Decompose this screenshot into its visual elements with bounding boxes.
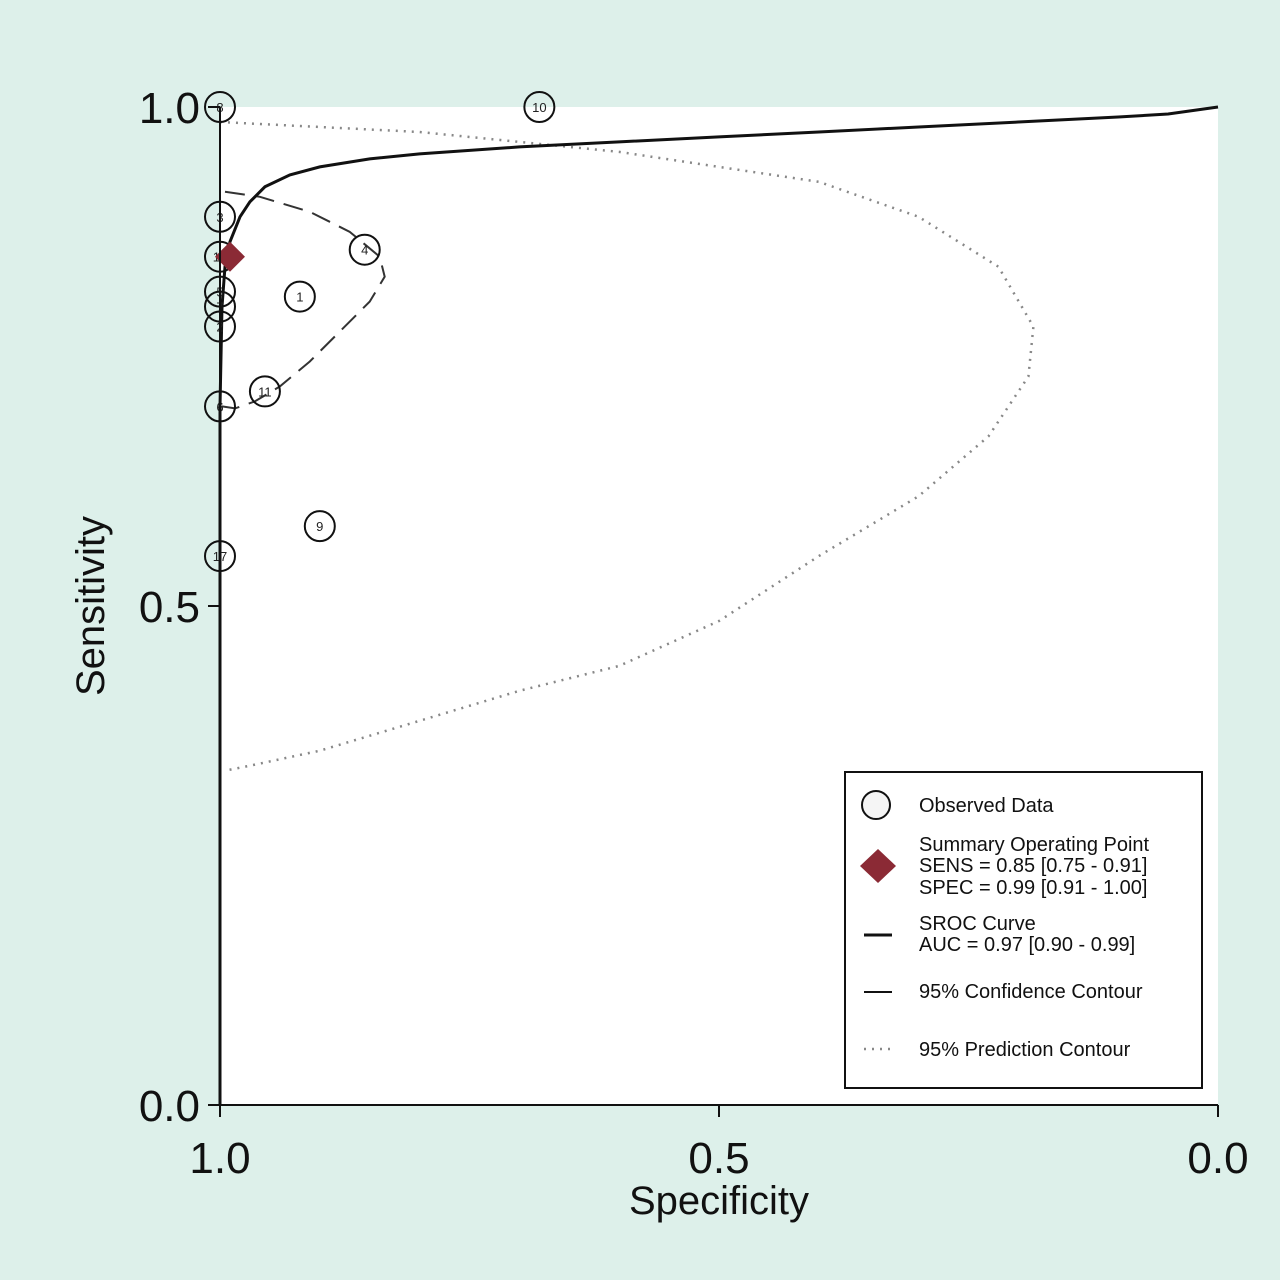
legend-sroc-title: SROC Curve [919,913,1036,935]
x-axis-label: Specificity [629,1179,809,1223]
observed-point-label-11: 11 [258,384,272,399]
observed-point-11 [248,375,281,408]
x-tick-label-0: 1.0 [189,1134,250,1183]
legend-sroc-auc: AUC = 0.97 [0.90 - 0.99] [919,934,1135,956]
legend-summary-marker [860,849,896,883]
axes: 0.0 0.5 1.0 1.0 0.5 0.0 [139,84,1249,1183]
observed-point-4 [348,233,381,266]
observed-point-9 [303,510,336,543]
legend-confidence-text: 95% Confidence Contour [919,981,1143,1003]
x-tick-label-2: 0.0 [1187,1134,1248,1183]
observed-point-label-4: 4 [361,243,368,258]
y-tick-label-2: 1.0 [139,84,200,133]
legend-observed-marker [861,790,891,820]
legend-observed-text: Observed Data [919,795,1054,817]
legend-summary-title: Summary Operating Point [919,834,1150,856]
y-tick-label-0: 0.0 [139,1082,200,1131]
prediction-contour [219,120,1035,772]
observed-point-1 [283,280,316,313]
y-axis-label: Sensitivity [69,516,113,696]
legend-summary-spec: SPEC = 0.99 [0.91 - 1.00] [919,877,1147,899]
y-tick-label-1: 0.5 [139,583,200,632]
legend-summary-sens: SENS = 0.85 [0.75 - 0.91] [919,855,1147,877]
legend-prediction-text: 95% Prediction Contour [919,1039,1131,1061]
x-tick-label-1: 0.5 [688,1134,749,1183]
observed-point-label-1: 1 [296,290,303,305]
observed-point-label-10: 10 [532,100,546,115]
legend: Observed Data Summary Operating Point SE… [844,771,1203,1089]
observed-point-10 [523,91,556,123]
observed-point-label-9: 9 [316,519,323,534]
summary-operating-point [214,241,245,272]
legend-box [844,771,1203,1089]
